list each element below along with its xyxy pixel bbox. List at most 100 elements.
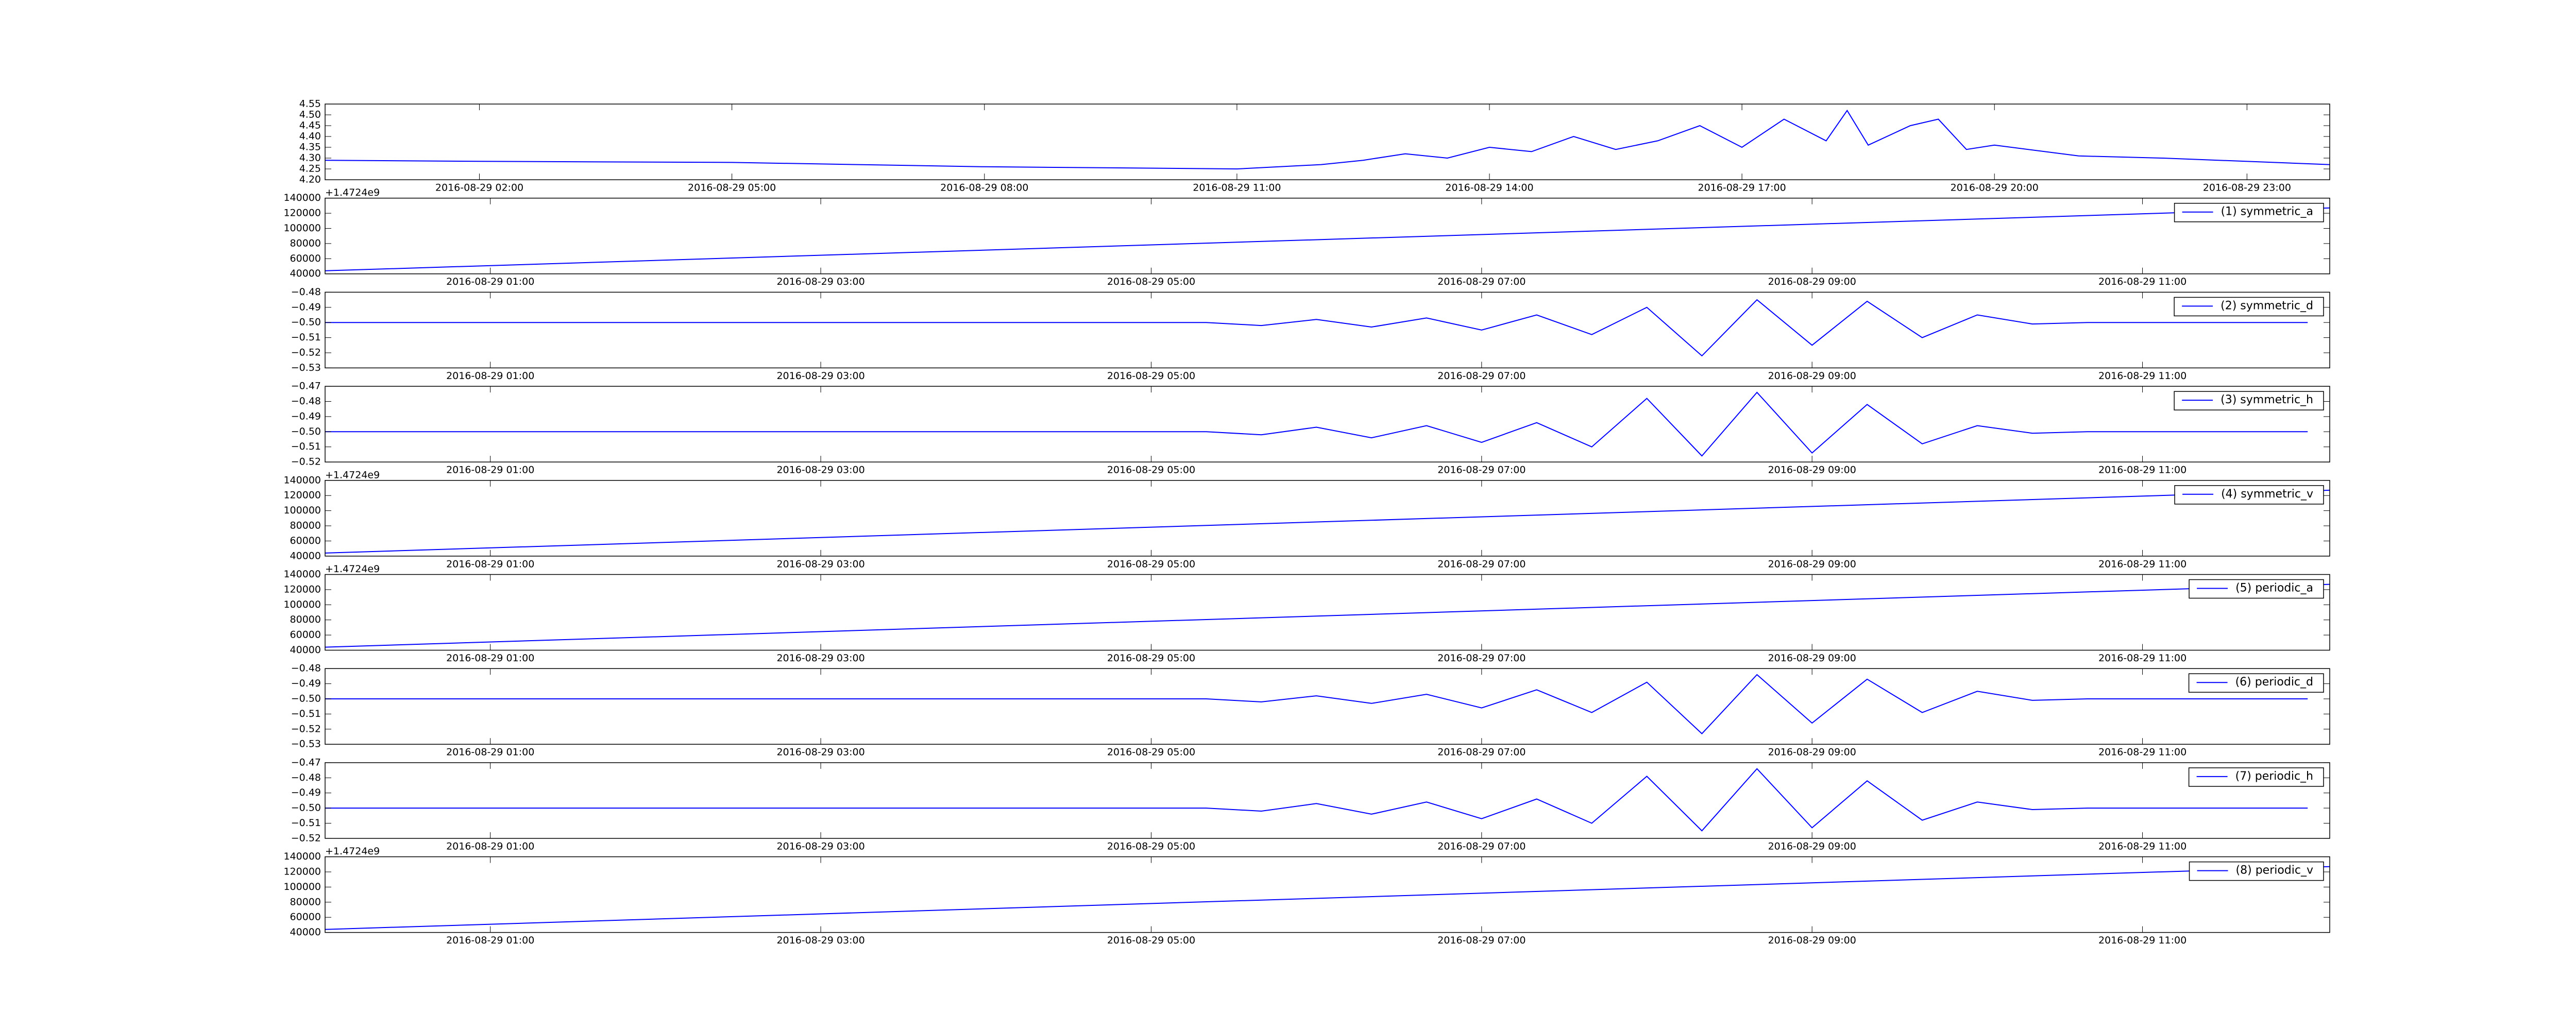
y-tick-label: 40000 [290, 926, 321, 938]
y-tick-label: −0.47 [291, 381, 321, 392]
x-tick-label: 2016-08-29 05:00 [1107, 276, 1195, 287]
data-line [325, 207, 2330, 271]
x-tick-label: 2016-08-29 07:00 [1437, 935, 1526, 946]
y-tick-label: −0.49 [291, 787, 321, 798]
y-tick-label: 4.55 [299, 98, 321, 110]
x-tick-label: 2016-08-29 07:00 [1437, 370, 1526, 382]
x-tick-label: 2016-08-29 01:00 [446, 747, 534, 758]
axes-frame [325, 386, 2330, 462]
y-tick-label: 60000 [290, 912, 321, 923]
y-tick-label: −0.50 [291, 693, 321, 705]
y-tick-label: −0.50 [291, 802, 321, 814]
x-tick-label: 2016-08-29 01:00 [446, 465, 534, 476]
y-tick-label: 60000 [290, 535, 321, 546]
x-tick-label: 2016-08-29 01:00 [446, 558, 534, 570]
axes-frame [325, 480, 2330, 557]
x-tick-label: 2016-08-29 23:00 [2203, 182, 2291, 194]
y-tick-label: 60000 [290, 629, 321, 641]
data-line [325, 866, 2330, 930]
y-tick-label: 100000 [283, 881, 321, 892]
plot-area [325, 866, 2330, 930]
y-tick-label: 4.30 [299, 152, 321, 164]
y-tick-label: −0.49 [291, 678, 321, 689]
y-tick-label: 140000 [283, 569, 321, 580]
y-tick-label: 100000 [283, 222, 321, 234]
x-tick-label: 2016-08-29 03:00 [776, 653, 865, 664]
y-tick-label: −0.47 [291, 757, 321, 768]
legend: (5) periodic_a [2189, 579, 2324, 599]
y-tick-label: 40000 [290, 644, 321, 656]
legend-label: (1) symmetric_a [2221, 205, 2313, 218]
axes-frame [325, 856, 2330, 933]
x-tick-label: 2016-08-29 09:00 [1768, 935, 1856, 946]
y-tick-label: −0.48 [291, 772, 321, 783]
x-tick-label: 2016-08-29 01:00 [446, 276, 534, 287]
x-tick-label: 2016-08-29 05:00 [1107, 935, 1195, 946]
y-tick-label: 120000 [283, 208, 321, 219]
x-tick-label: 2016-08-29 11:00 [1193, 182, 1281, 194]
x-tick-label: 2016-08-29 11:00 [2098, 747, 2187, 758]
legend: (4) symmetric_v [2174, 485, 2324, 505]
y-tick-label: 120000 [283, 490, 321, 501]
legend-label: (4) symmetric_v [2221, 488, 2313, 501]
x-tick-label: 2016-08-29 01:00 [446, 840, 534, 852]
y-tick-label: −0.53 [291, 362, 321, 373]
x-tick-label: 2016-08-29 05:00 [1107, 653, 1195, 664]
plot-area [325, 768, 2308, 832]
legend-label: (2) symmetric_d [2221, 299, 2313, 312]
y-tick-label: −0.49 [291, 410, 321, 422]
y-tick-label: 60000 [290, 253, 321, 264]
x-tick-label: 2016-08-29 03:00 [776, 465, 865, 476]
x-tick-label: 2016-08-29 05:00 [1107, 840, 1195, 852]
y-tick-label: 40000 [290, 550, 321, 561]
x-tick-label: 2016-08-29 01:00 [446, 935, 534, 946]
x-tick-label: 2016-08-29 09:00 [1768, 370, 1856, 382]
x-tick-label: 2016-08-29 11:00 [2098, 370, 2187, 382]
x-tick-label: 2016-08-29 03:00 [776, 747, 865, 758]
legend: (3) symmetric_h [2174, 391, 2324, 410]
x-tick-label: 2016-08-29 07:00 [1437, 840, 1526, 852]
data-line [325, 583, 2330, 648]
x-tick-label: 2016-08-29 05:00 [1107, 558, 1195, 570]
x-tick-label: 2016-08-29 03:00 [776, 558, 865, 570]
y-tick-label: −0.52 [291, 456, 321, 468]
axes-frame [325, 668, 2330, 745]
legend-label: (8) periodic_v [2236, 864, 2313, 877]
y-tick-label: 4.45 [299, 120, 321, 131]
x-tick-label: 2016-08-29 07:00 [1437, 558, 1526, 570]
x-tick-label: 2016-08-29 07:00 [1437, 276, 1526, 287]
data-line [325, 299, 2308, 357]
data-line [325, 391, 2308, 457]
x-tick-label: 2016-08-29 08:00 [940, 182, 1028, 194]
y-tick-label: 140000 [283, 192, 321, 203]
plot-area [325, 207, 2330, 271]
y-tick-label: −0.52 [291, 347, 321, 358]
data-line [325, 109, 2330, 170]
y-tick-label: 4.20 [299, 174, 321, 185]
y-tick-label: −0.52 [291, 723, 321, 734]
y-tick-label: 80000 [290, 896, 321, 907]
x-tick-label: 2016-08-29 11:00 [2098, 558, 2187, 570]
x-tick-label: 2016-08-29 11:00 [2098, 276, 2187, 287]
offset-label: +1.4724e9 [325, 187, 380, 198]
y-tick-label: −0.52 [291, 832, 321, 844]
y-tick-label: −0.48 [291, 286, 321, 298]
axes-frame [325, 574, 2330, 651]
y-tick-label: −0.51 [291, 708, 321, 719]
x-tick-label: 2016-08-29 09:00 [1768, 747, 1856, 758]
x-tick-label: 2016-08-29 11:00 [2098, 465, 2187, 476]
y-tick-label: −0.51 [291, 441, 321, 452]
x-tick-label: 2016-08-29 03:00 [776, 276, 865, 287]
y-tick-label: −0.48 [291, 396, 321, 407]
x-tick-label: 2016-08-29 05:00 [688, 182, 776, 194]
x-tick-label: 2016-08-29 09:00 [1768, 465, 1856, 476]
data-line [325, 768, 2308, 832]
x-tick-label: 2016-08-29 14:00 [1445, 182, 1533, 194]
y-tick-label: −0.53 [291, 739, 321, 750]
y-tick-label: 80000 [290, 614, 321, 625]
x-tick-label: 2016-08-29 01:00 [446, 653, 534, 664]
y-tick-label: 140000 [283, 474, 321, 486]
axes-frame [325, 197, 2330, 274]
plot-area [325, 391, 2308, 457]
